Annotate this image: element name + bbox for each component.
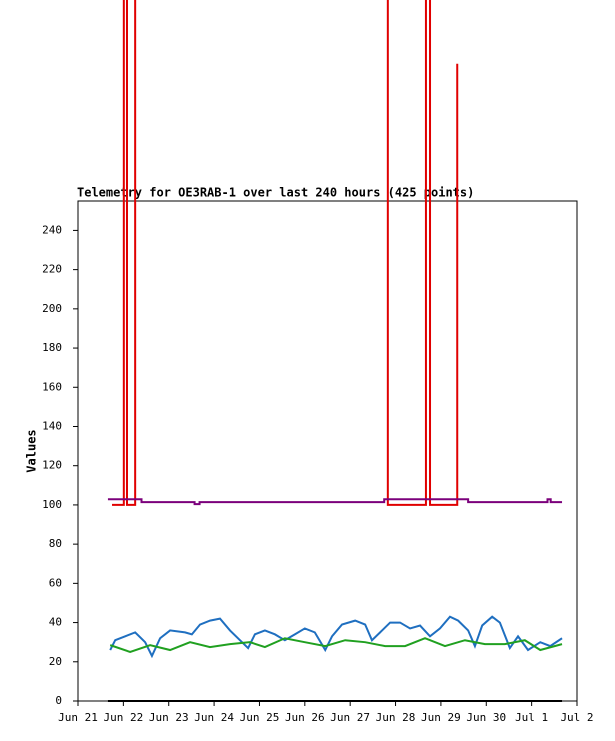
x-tick-label: Jun 26 [285, 711, 325, 724]
x-tick-label: Jun 25 [240, 711, 280, 724]
y-tick-label: 120 [42, 459, 62, 472]
x-tick-label: Jun 24 [194, 711, 234, 724]
y-tick-label: 100 [42, 498, 62, 511]
x-tick-label: Jul 2 [560, 711, 593, 724]
series-line [109, 615, 563, 659]
y-tick-label: 180 [42, 341, 62, 354]
y-tick-label: 40 [49, 616, 62, 629]
x-tick-label: Jun 28 [376, 711, 416, 724]
x-tick-label: Jun 21 [58, 711, 98, 724]
y-tick-label: 220 [42, 263, 62, 276]
x-tick-label: Jul 1 [515, 711, 548, 724]
y-tick-label: 20 [49, 655, 62, 668]
y-tick-label: 140 [42, 419, 62, 432]
series-line [109, 637, 563, 654]
y-tick-label: 60 [49, 576, 62, 589]
y-axis-label: Values [25, 429, 39, 472]
y-tick-label: 80 [49, 537, 62, 550]
y-tick-label: 240 [42, 223, 62, 236]
series-line [107, 498, 563, 506]
x-tick-label: Jun 27 [330, 711, 370, 724]
series-line [112, 0, 459, 506]
x-tick-label: Jun 23 [149, 711, 189, 724]
chart-title: Telemetry for OE3RAB-1 over last 240 hou… [77, 186, 474, 200]
x-tick-label: Jun 22 [103, 711, 143, 724]
y-tick-label: 160 [42, 380, 62, 393]
x-tick-label: Jun 30 [466, 711, 506, 724]
y-tick-label: 0 [55, 694, 62, 707]
x-tick-label: Jun 29 [421, 711, 461, 724]
y-tick-label: 200 [42, 302, 62, 315]
